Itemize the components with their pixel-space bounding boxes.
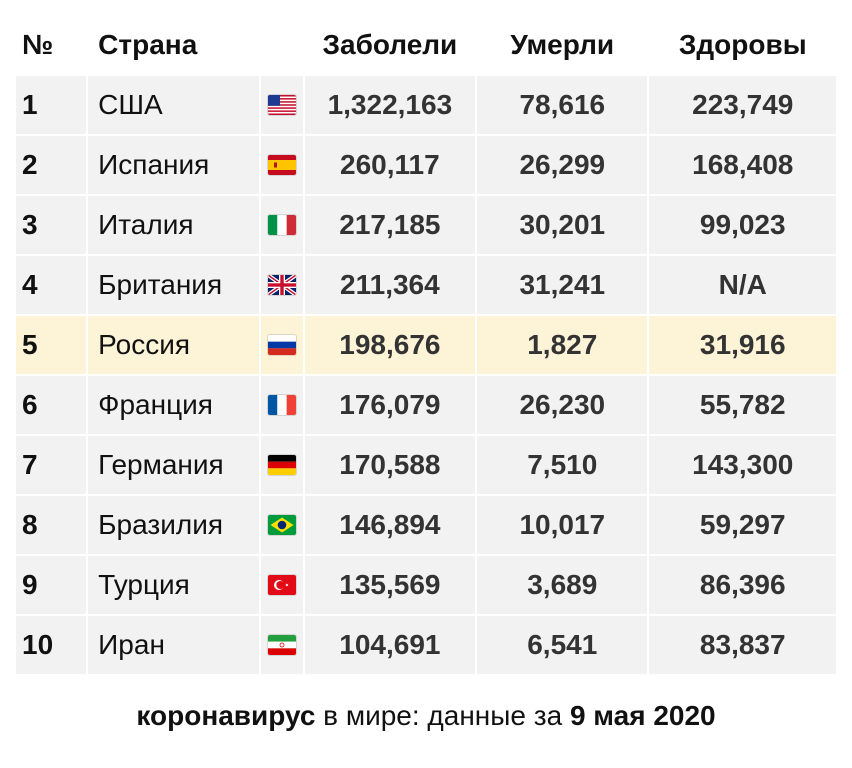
recovered-cell: 59,297 — [649, 496, 836, 554]
cases-cell: 198,676 — [304, 316, 476, 374]
rank-cell: 6 — [16, 376, 87, 434]
caption-keyword: коронавирус — [136, 700, 316, 731]
table-row: 7 Германия 170,588 7,510 143,300 — [16, 436, 836, 494]
country-cell: Испания — [88, 136, 259, 194]
rank-cell: 7 — [16, 436, 87, 494]
recovered-cell: 31,916 — [649, 316, 836, 374]
flag-cell — [260, 376, 303, 434]
rank-cell: 2 — [16, 136, 87, 194]
country-cell: Бразилия — [88, 496, 259, 554]
caption-date: 9 мая 2020 — [569, 700, 716, 731]
header-cases: Заболели — [304, 16, 476, 74]
recovered-cell: 99,023 — [649, 196, 836, 254]
header-country: Страна — [88, 16, 303, 74]
brazil-flag-icon — [267, 515, 296, 535]
flag-cell — [260, 316, 303, 374]
spain-flag-icon — [267, 155, 296, 175]
recovered-cell: 143,300 — [649, 436, 836, 494]
flag-cell — [260, 196, 303, 254]
rank-cell: 3 — [16, 196, 87, 254]
rank-cell: 5 — [16, 316, 87, 374]
table-row: 4 Британия 211,364 31,241 N/A — [16, 256, 836, 314]
rank-cell: 4 — [16, 256, 87, 314]
country-cell: Турция — [88, 556, 259, 614]
us-flag-icon — [267, 95, 296, 115]
table-row: 6 Франция 176,079 26,230 55,782 — [16, 376, 836, 434]
cases-cell: 135,569 — [304, 556, 476, 614]
deaths-cell: 78,616 — [477, 76, 648, 134]
flag-cell — [260, 436, 303, 494]
germany-flag-icon — [267, 455, 296, 475]
caption-middle: в мире: данные за — [315, 700, 570, 731]
table-row: 3 Италия 217,185 30,201 99,023 — [16, 196, 836, 254]
deaths-cell: 10,017 — [477, 496, 648, 554]
country-cell: Франция — [88, 376, 259, 434]
deaths-cell: 1,827 — [477, 316, 648, 374]
country-cell: Россия — [88, 316, 259, 374]
italy-flag-icon — [267, 215, 296, 235]
header-deaths: Умерли — [477, 16, 648, 74]
france-flag-icon — [267, 395, 296, 415]
cases-cell: 1,322,163 — [304, 76, 476, 134]
cases-cell: 176,079 — [304, 376, 476, 434]
table-row: 9 Турция 135,569 3,689 86,396 — [16, 556, 836, 614]
header-num: № — [16, 16, 87, 74]
rank-cell: 10 — [16, 616, 87, 674]
header-recovered: Здоровы — [649, 16, 836, 74]
table-row: 10 Иран 104,691 6,541 83,837 — [16, 616, 836, 674]
recovered-cell: 83,837 — [649, 616, 836, 674]
cases-cell: 104,691 — [304, 616, 476, 674]
deaths-cell: 31,241 — [477, 256, 648, 314]
covid-stats-table: № Страна Заболели Умерли Здоровы 1 США 1,3… — [14, 14, 838, 676]
recovered-cell: N/A — [649, 256, 836, 314]
rank-cell: 8 — [16, 496, 87, 554]
table-row: 5 Россия 198,676 1,827 31,916 — [16, 316, 836, 374]
cases-cell: 260,117 — [304, 136, 476, 194]
cases-cell: 217,185 — [304, 196, 476, 254]
iran-flag-icon — [267, 635, 296, 655]
deaths-cell: 30,201 — [477, 196, 648, 254]
uk-flag-icon — [267, 275, 296, 295]
table-row: 8 Бразилия 146,894 10,017 59,297 — [16, 496, 836, 554]
flag-cell — [260, 76, 303, 134]
country-cell: Германия — [88, 436, 259, 494]
table-header-row: № Страна Заболели Умерли Здоровы — [16, 16, 836, 74]
country-cell: Иран — [88, 616, 259, 674]
deaths-cell: 3,689 — [477, 556, 648, 614]
flag-cell — [260, 256, 303, 314]
deaths-cell: 7,510 — [477, 436, 648, 494]
deaths-cell: 26,299 — [477, 136, 648, 194]
rank-cell: 9 — [16, 556, 87, 614]
cases-cell: 146,894 — [304, 496, 476, 554]
deaths-cell: 26,230 — [477, 376, 648, 434]
flag-cell — [260, 136, 303, 194]
country-cell: Британия — [88, 256, 259, 314]
country-cell: Италия — [88, 196, 259, 254]
recovered-cell: 86,396 — [649, 556, 836, 614]
russia-flag-icon — [267, 335, 296, 355]
rank-cell: 1 — [16, 76, 87, 134]
recovered-cell: 168,408 — [649, 136, 836, 194]
flag-cell — [260, 616, 303, 674]
country-cell: США — [88, 76, 259, 134]
recovered-cell: 223,749 — [649, 76, 836, 134]
turkey-flag-icon — [267, 575, 296, 595]
recovered-cell: 55,782 — [649, 376, 836, 434]
table-row: 1 США 1,322,163 78,616 223,749 — [16, 76, 836, 134]
table-row: 2 Испания 260,117 26,299 168,408 — [16, 136, 836, 194]
caption: коронавирус в мире: данные за 9 мая 2020 — [0, 700, 852, 732]
flag-cell — [260, 556, 303, 614]
cases-cell: 170,588 — [304, 436, 476, 494]
flag-cell — [260, 496, 303, 554]
deaths-cell: 6,541 — [477, 616, 648, 674]
cases-cell: 211,364 — [304, 256, 476, 314]
